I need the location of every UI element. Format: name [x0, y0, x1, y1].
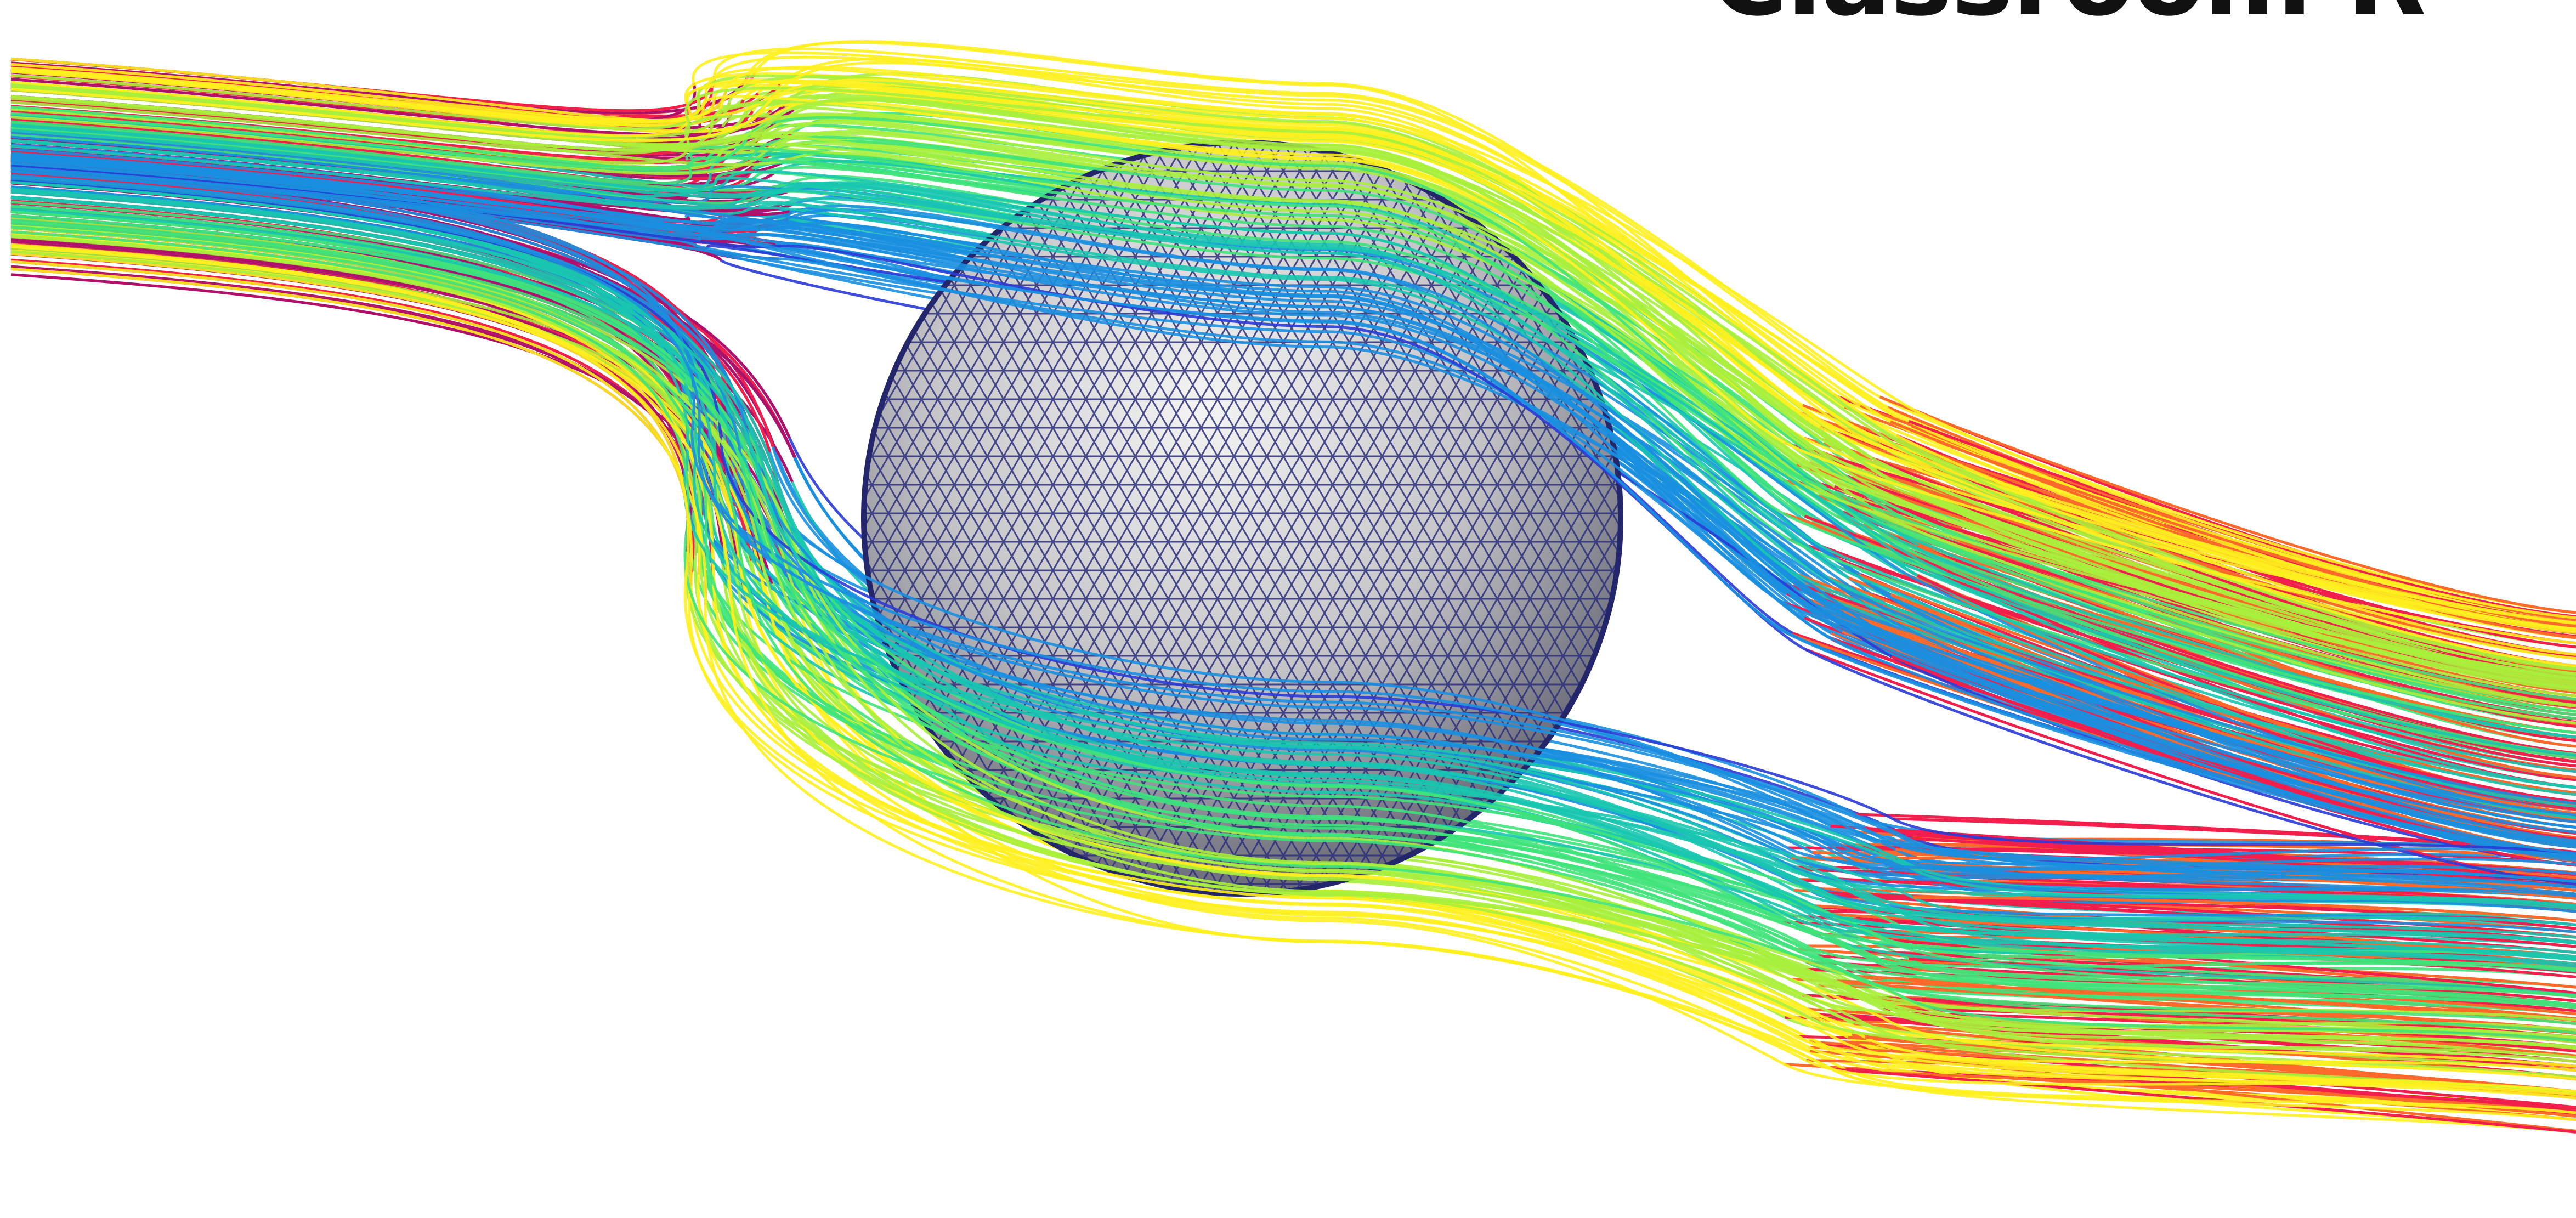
streamline — [10, 167, 2576, 849]
streamline — [10, 165, 2576, 886]
streamline — [10, 157, 2576, 857]
streamline-outlet — [1907, 837, 2576, 888]
streamline — [10, 120, 2576, 713]
streamline-outlet — [1782, 512, 2576, 734]
streamline — [10, 233, 2576, 1072]
streamline-outlet — [1909, 958, 2576, 1002]
title-fragment: Classroom R — [1711, 0, 2426, 39]
streamline — [10, 177, 2576, 888]
streamline — [10, 153, 2576, 883]
streamline-outlet — [1831, 1067, 2576, 1134]
streamline-outlet — [1864, 997, 2576, 1057]
streamline — [10, 243, 2576, 1114]
streamline — [10, 207, 2576, 939]
streamline — [10, 218, 2576, 998]
streamline-outlet — [1890, 420, 2576, 639]
streamline-outlet — [1869, 893, 2576, 939]
streamline — [10, 87, 2576, 671]
streamlines-front — [10, 57, 2576, 1121]
streamline — [10, 196, 2576, 961]
streamline — [10, 112, 2576, 716]
streamline — [10, 166, 2576, 855]
streamline — [10, 95, 2576, 724]
streamline — [10, 78, 2576, 660]
streamline — [10, 143, 2576, 859]
streamline — [10, 235, 2576, 1044]
streamline — [10, 67, 2576, 624]
streamline — [10, 123, 2576, 796]
streamline — [10, 221, 2576, 998]
streamline-outlet — [1839, 566, 2576, 796]
streamline — [10, 225, 2576, 1042]
streamline — [10, 214, 2576, 972]
streamline — [10, 83, 2576, 678]
streamline-inlet — [10, 78, 795, 137]
streamline — [10, 153, 2576, 817]
streamline-outlet — [1804, 648, 2576, 886]
streamline — [10, 245, 2576, 1093]
streamline-outlet — [1821, 545, 2576, 773]
streamline — [10, 128, 2576, 789]
streamline — [10, 63, 2576, 634]
streamline — [10, 122, 2576, 734]
streamline — [10, 188, 2576, 943]
streamline-outlet — [1912, 896, 2576, 922]
streamline — [10, 179, 2576, 855]
streamline — [10, 208, 2576, 1009]
streamline — [10, 80, 2576, 656]
streamline — [10, 158, 2576, 889]
streamline — [10, 116, 2576, 713]
streamline — [10, 185, 2576, 913]
streamline — [10, 135, 2576, 818]
streamline — [10, 129, 2576, 757]
streamline — [10, 169, 2576, 859]
streamline — [10, 260, 2576, 1096]
streamline — [10, 57, 2576, 644]
streamline — [10, 230, 2576, 1026]
streamline — [10, 105, 2576, 734]
streamline — [10, 158, 2576, 805]
streamline — [10, 224, 2576, 1079]
